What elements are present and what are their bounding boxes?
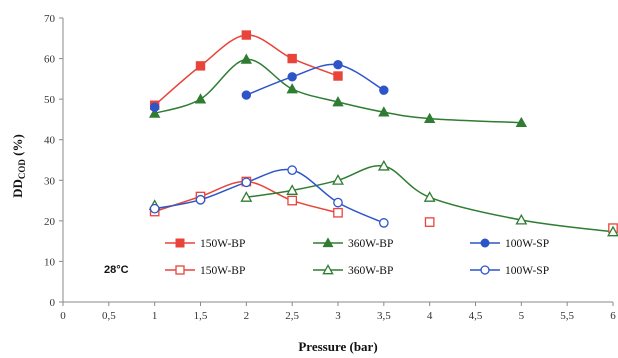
data-point-1-triangle-filled: [378, 106, 390, 117]
data-point-3-square-open: [424, 217, 435, 227]
legend-label: 360W-BP: [348, 265, 393, 277]
x-tick-label: 3: [335, 310, 341, 322]
axes: 0 10 20 30 40 50 60 70 0 0,5 1 1,5 2 2,5 3 3,5 4 4,5 5 5,5 6: [44, 13, 616, 322]
annotation-temperature: 28°C: [104, 264, 129, 276]
data-point-2-circle-filled: [333, 59, 343, 70]
x-tick-label: 0: [60, 310, 66, 322]
data-point-4-triangle-open: [332, 174, 344, 185]
y-tick-label: 40: [44, 135, 56, 147]
y-tick-label: 0: [50, 297, 56, 309]
series-curves: [154, 34, 614, 233]
y-axis-title: DDCOD (%): [10, 134, 27, 198]
legend-label: 150W-BP: [200, 238, 245, 250]
legend: 150W-BP 360W-BP 100W-SP 150W-BP 360W-BP 100W-…: [165, 237, 549, 277]
data-point-2-circle-filled: [149, 102, 160, 112]
data-point-5-circle-open: [333, 197, 343, 208]
x-tick-label: 5: [519, 310, 525, 322]
x-tick-label: 4: [427, 310, 433, 322]
x-tick-label: 2: [244, 310, 250, 322]
data-point-1-triangle-filled: [515, 116, 528, 128]
data-point-0-square-filled: [287, 53, 297, 64]
data-point-5-circle-open: [241, 177, 252, 188]
data-point-4-triangle-open: [423, 191, 436, 202]
data-point-4-triangle-open: [377, 159, 390, 171]
y-tick-label: 10: [44, 256, 56, 268]
data-point-4-triangle-open: [286, 184, 299, 195]
data-point-2-circle-filled: [287, 72, 297, 82]
x-axis-title: Pressure (bar): [298, 339, 377, 354]
data-point-0-square-filled: [241, 30, 252, 40]
data-point-4-triangle-open: [607, 225, 618, 237]
legend-label: 100W-SP: [505, 265, 549, 277]
data-point-1-triangle-filled: [148, 107, 161, 118]
x-tick-label: 0,5: [102, 310, 116, 322]
data-point-4-triangle-open: [515, 213, 528, 225]
data-point-1-triangle-filled: [194, 93, 207, 104]
x-tick-label: 4,5: [469, 310, 483, 322]
y-axis-title-main: DD: [10, 179, 25, 198]
legend-marker: [480, 265, 490, 275]
data-point-4-triangle-open: [240, 191, 253, 202]
data-point-0-square-filled: [195, 61, 206, 71]
x-tick-label: 2,5: [285, 310, 299, 322]
y-axis-title-sub: COD: [17, 159, 27, 180]
data-point-2-circle-filled: [379, 85, 389, 95]
legend-label: 360W-BP: [348, 238, 393, 250]
series-line-5-circle-open: [154, 168, 385, 224]
y-tick-label: 50: [44, 94, 56, 106]
legend-marker: [322, 264, 334, 275]
x-tick-label: 3,5: [377, 310, 391, 322]
data-point-1-triangle-filled: [286, 83, 298, 94]
data-point-5-circle-open: [378, 218, 389, 228]
data-point-1-triangle-filled: [423, 112, 436, 123]
legend-label: 150W-BP: [200, 265, 245, 277]
y-tick-label: 60: [44, 54, 56, 66]
data-point-5-circle-open: [149, 203, 160, 214]
data-point-1-triangle-filled: [332, 96, 344, 107]
y-tick-label: 20: [44, 216, 56, 228]
data-point-3-square-open: [287, 195, 298, 206]
data-point-2-circle-filled: [241, 90, 252, 100]
legend-marker: [322, 237, 334, 248]
data-point-0-square-filled: [333, 71, 343, 81]
data-point-5-circle-open: [287, 165, 298, 175]
y-tick-label: 70: [44, 13, 56, 25]
x-tick-label: 1,5: [194, 310, 208, 322]
legend-marker: [175, 238, 185, 248]
legend-label: 100W-SP: [505, 238, 549, 250]
y-axis-title-tail: (%): [10, 134, 25, 159]
data-point-1-triangle-filled: [240, 53, 253, 64]
x-tick-label: 6: [610, 310, 616, 322]
legend-marker: [175, 265, 185, 275]
data-point-5-circle-open: [195, 194, 206, 205]
series-markers: [148, 30, 618, 237]
x-tick-label: 1: [152, 310, 158, 322]
legend-marker: [480, 238, 490, 248]
y-tick-label: 30: [44, 175, 56, 187]
x-tick-label: 5,5: [560, 310, 574, 322]
series-line-2-circle-filled: [246, 63, 385, 96]
data-point-3-square-open: [333, 207, 343, 218]
